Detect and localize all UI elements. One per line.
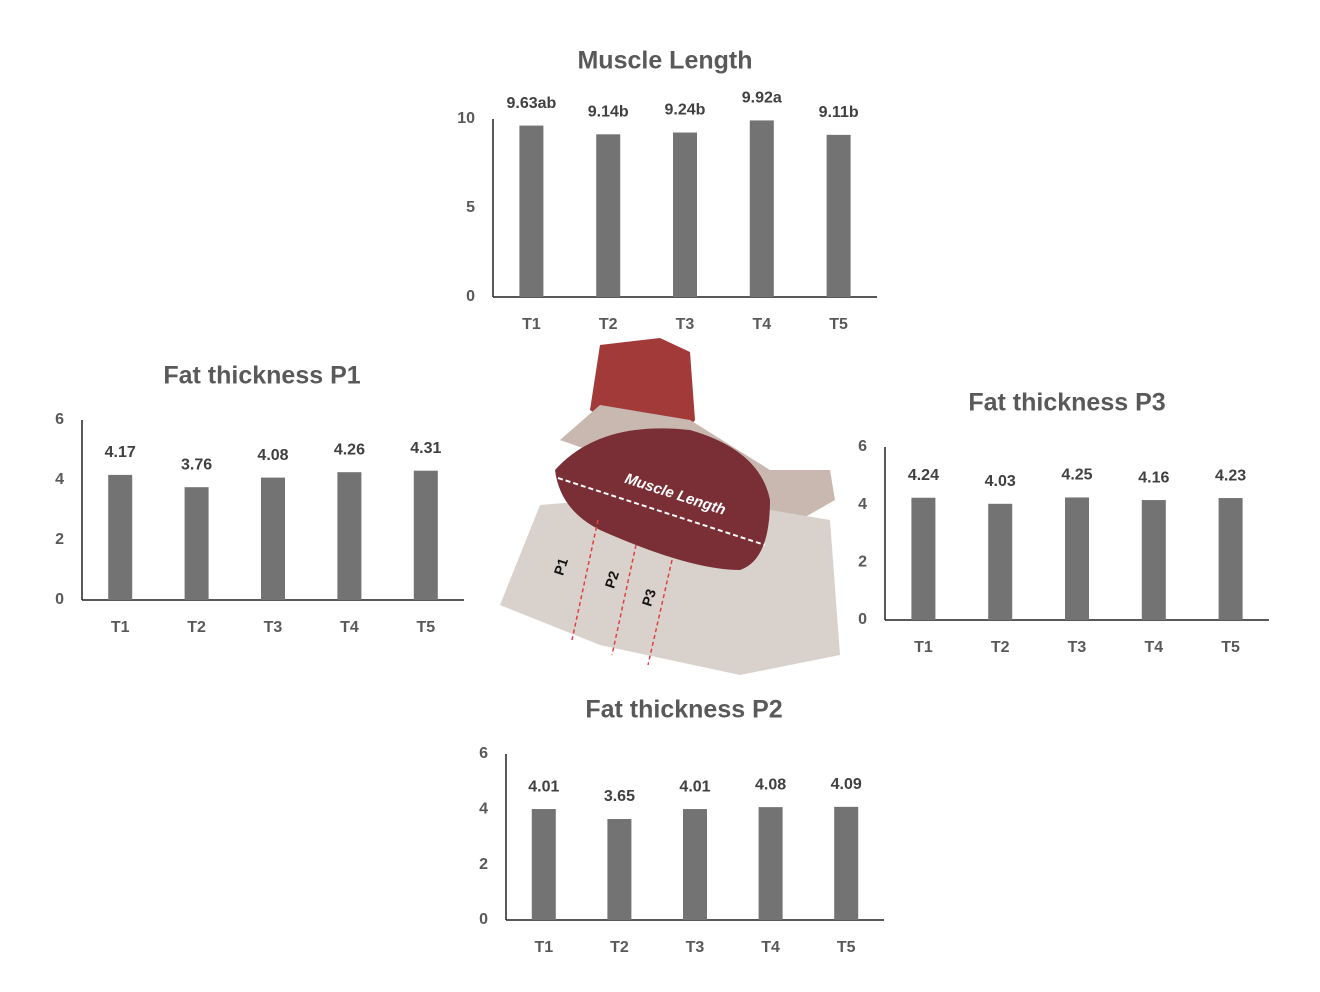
- x-tick-label: T5: [1221, 639, 1240, 656]
- bar: [261, 477, 285, 600]
- x-tick-label: T2: [991, 639, 1010, 656]
- value-label: 4.23: [1215, 467, 1246, 484]
- x-tick-label: T1: [111, 619, 130, 636]
- y-tick-label: 4: [55, 471, 64, 488]
- value-label: 9.14b: [588, 104, 629, 121]
- x-tick-label: T4: [752, 316, 771, 333]
- bar: [1218, 498, 1243, 620]
- chart-title: Fat thickness P3: [968, 389, 1165, 417]
- y-tick-label: 0: [858, 611, 867, 628]
- x-tick-label: T5: [829, 316, 848, 333]
- p2-line: [611, 544, 637, 656]
- value-label: 9.24b: [665, 102, 706, 119]
- bar: [1141, 500, 1166, 620]
- bar: [673, 132, 697, 297]
- bar: [749, 120, 774, 297]
- muscle-line: [557, 477, 766, 546]
- y-tick-label: 2: [858, 554, 867, 571]
- x-tick-label: T5: [837, 939, 856, 956]
- p3-line: [647, 559, 673, 666]
- x-tick-label: T5: [416, 619, 435, 636]
- y-tick-label: 0: [466, 288, 475, 305]
- value-label: 4.16: [1138, 469, 1169, 486]
- value-label: 4.03: [985, 473, 1016, 490]
- value-label: 4.08: [257, 447, 288, 464]
- bar: [826, 134, 851, 297]
- bar: [184, 487, 209, 600]
- y-tick-label: 10: [457, 110, 475, 127]
- bar: [758, 807, 783, 920]
- bar: [413, 470, 438, 600]
- value-label: 4.01: [528, 778, 559, 795]
- value-label: 4.24: [908, 467, 939, 484]
- x-tick-label: T2: [187, 619, 206, 636]
- photo-label: P1: [551, 556, 572, 577]
- x-tick-label: T1: [534, 939, 553, 956]
- y-tick-label: 2: [55, 531, 64, 548]
- value-label: 9.92a: [742, 90, 782, 107]
- photo-label: P2: [602, 569, 623, 590]
- y-tick-label: 6: [55, 411, 64, 428]
- x-tick-label: T2: [599, 316, 618, 333]
- value-label: 4.01: [679, 778, 710, 795]
- bar: [337, 472, 362, 600]
- bar: [531, 809, 556, 920]
- bar: [1065, 497, 1089, 620]
- x-tick-label: T1: [914, 639, 933, 656]
- bar: [834, 806, 859, 920]
- value-label: 4.26: [334, 441, 365, 458]
- value-label: 4.09: [831, 776, 862, 793]
- value-label: 9.11b: [819, 104, 859, 121]
- photo: Muscle Length P1 P2 P3: [500, 338, 840, 675]
- bar: [607, 819, 632, 920]
- bar: [988, 503, 1013, 620]
- value-label: 3.65: [604, 788, 635, 805]
- y-tick-label: 6: [479, 745, 488, 762]
- bar: [596, 134, 621, 297]
- y-tick-label: 4: [858, 496, 867, 513]
- chart-title: Fat thickness P2: [585, 696, 782, 724]
- x-tick-label: T3: [686, 939, 705, 956]
- x-tick-label: T1: [522, 316, 541, 333]
- y-tick-label: 4: [479, 801, 488, 818]
- x-tick-label: T3: [1068, 639, 1087, 656]
- x-tick-label: T4: [340, 619, 359, 636]
- x-tick-label: T4: [761, 939, 780, 956]
- y-tick-label: 2: [479, 856, 488, 873]
- value-label: 9.63ab: [506, 95, 556, 112]
- bar: [519, 125, 544, 297]
- muscle: [555, 428, 770, 570]
- x-tick-label: T3: [676, 316, 695, 333]
- y-tick-label: 6: [858, 438, 867, 455]
- value-label: 4.08: [755, 776, 786, 793]
- bar: [108, 474, 133, 600]
- x-tick-label: T2: [610, 939, 629, 956]
- value-label: 4.17: [105, 444, 136, 461]
- x-tick-label: T4: [1144, 639, 1163, 656]
- value-label: 4.31: [410, 440, 441, 457]
- y-tick-label: 0: [55, 591, 64, 608]
- value-label: 3.76: [181, 456, 212, 473]
- photo-label: P3: [639, 587, 660, 608]
- bar: [683, 809, 707, 920]
- y-tick-label: 5: [466, 199, 475, 216]
- value-label: 4.25: [1061, 467, 1092, 484]
- y-tick-label: 0: [479, 911, 488, 928]
- chart-title: Fat thickness P1: [163, 362, 360, 390]
- chart-title: Muscle Length: [577, 47, 752, 75]
- bar: [911, 497, 936, 620]
- x-tick-label: T3: [264, 619, 283, 636]
